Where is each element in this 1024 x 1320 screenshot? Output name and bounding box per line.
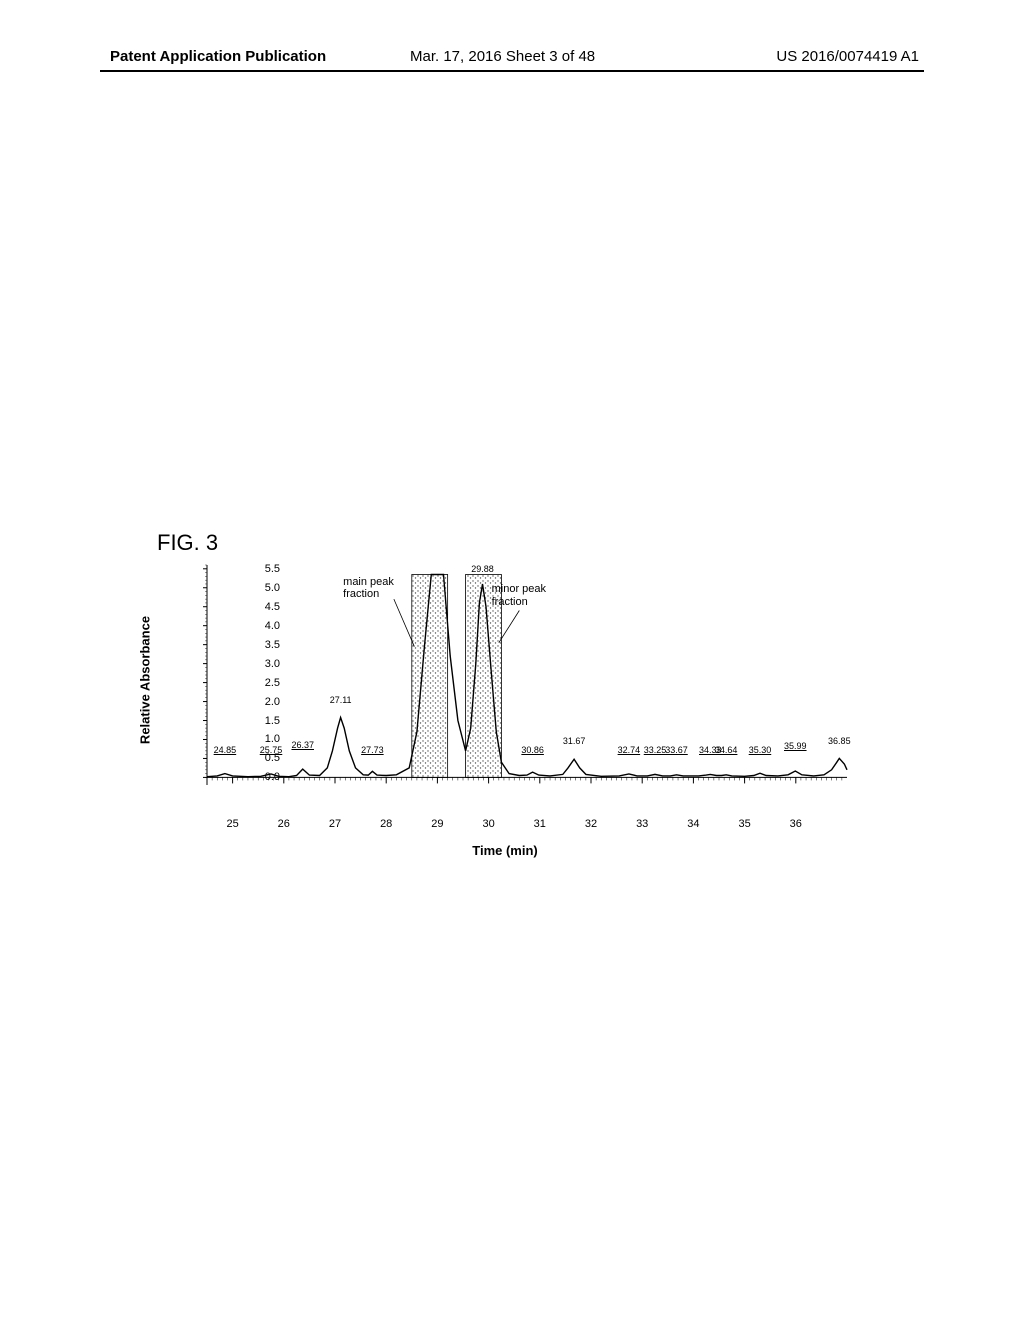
x-tick-label: 26 [278,818,290,830]
header-right: US 2016/0074419 A1 [776,48,919,65]
y-tick-label: 4.5 [265,601,280,613]
x-axis-title: Time (min) [472,843,538,858]
y-tick-label: 2.5 [265,677,280,689]
y-tick-label: 1.5 [265,715,280,727]
peak-label: 30.86 [521,745,544,755]
peak-label: 33.67 [665,745,688,755]
peak-label: 29.88 [471,564,494,574]
peak-label: 27.73 [361,745,384,755]
x-tick-label: 34 [687,818,699,830]
peak-label: 27.11 [330,695,352,705]
x-tick-label: 30 [482,818,494,830]
y-tick-label: 5.5 [265,563,280,575]
y-tick-label: 2.0 [265,696,280,708]
peak-label: 35.30 [749,745,772,755]
y-tick-label: 5.0 [265,582,280,594]
peak-label: 36.85 [828,736,851,746]
annotation-main-peak: main peakfraction [343,576,394,600]
peak-label: 35.99 [784,741,807,751]
y-tick-label: 4.0 [265,620,280,632]
peak-label: 24.85 [214,745,237,755]
x-tick-label: 27 [329,818,341,830]
y-tick-label: 3.0 [265,658,280,670]
x-tick-label: 36 [790,818,802,830]
peak-label: 33.25 [644,745,667,755]
peak-label: 25.75 [260,745,283,755]
page-header: Patent Application Publication Mar. 17, … [0,48,1024,78]
peak-label: 31.67 [563,736,586,746]
header-rule [100,70,924,72]
peak-label: 32.74 [618,745,641,755]
figure-label: FIG. 3 [157,530,218,556]
x-tick-label: 29 [431,818,443,830]
x-tick-label: 32 [585,818,597,830]
y-axis-title: Relative Absorbance [138,616,153,744]
header-left: Patent Application Publication [110,48,326,65]
header-mid: Mar. 17, 2016 Sheet 3 of 48 [410,48,595,65]
y-tick-label: 3.5 [265,639,280,651]
x-tick-label: 31 [534,818,546,830]
annotation-minor-peak: minor peakfraction [492,583,546,607]
chromatogram-chart: Relative Absorbance Time (min) 0.00.51.0… [145,560,865,850]
peak-label: 34.64 [715,745,738,755]
x-tick-label: 25 [226,818,238,830]
y-tick-label: 0.0 [265,771,280,783]
x-tick-label: 33 [636,818,648,830]
x-tick-label: 28 [380,818,392,830]
x-tick-label: 35 [738,818,750,830]
peak-label: 26.37 [291,740,314,750]
